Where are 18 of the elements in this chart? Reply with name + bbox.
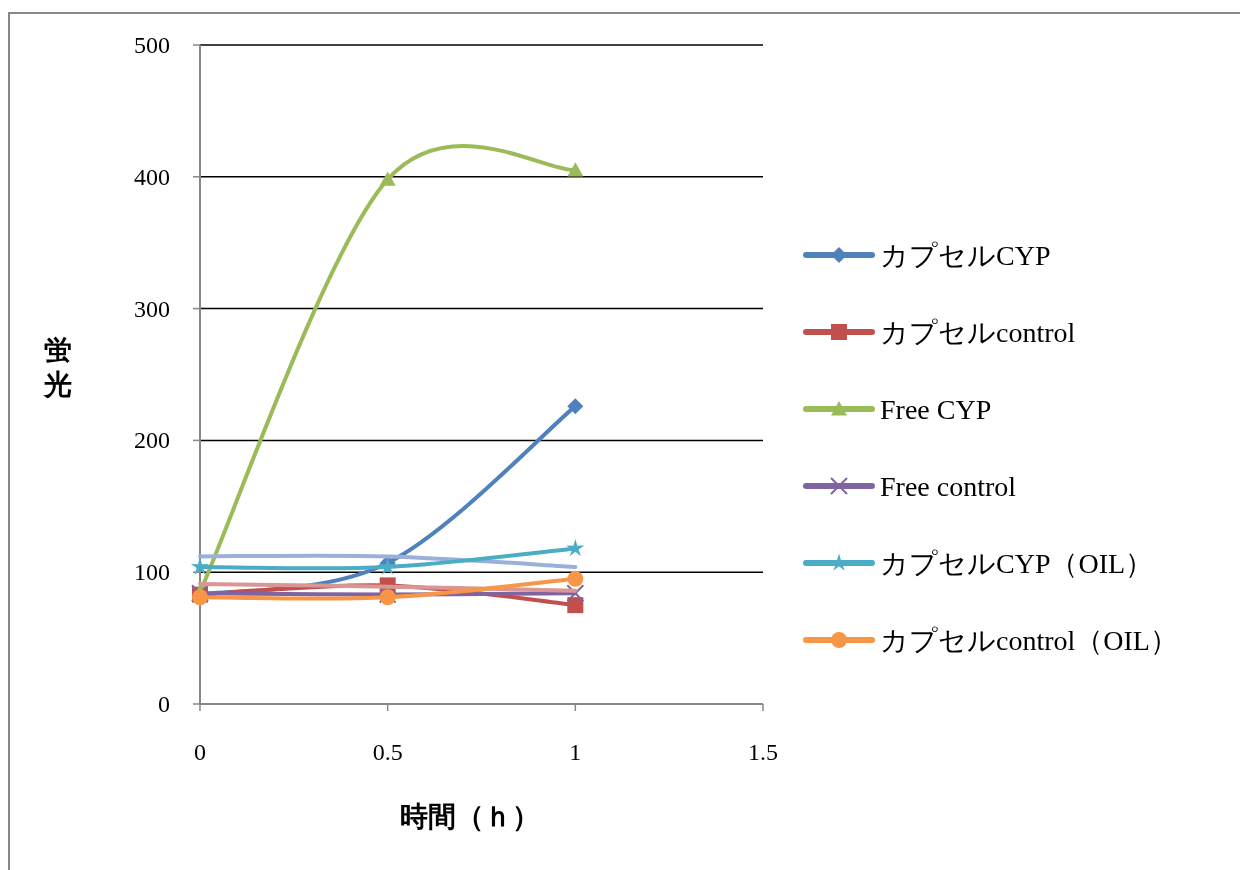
legend-label: Free CYP bbox=[880, 394, 992, 425]
legend-label: カプセルcontrol（OIL） bbox=[880, 625, 1178, 656]
y-axis-title: 蛍光 bbox=[42, 335, 72, 400]
legend-label: カプセルCYP（OIL） bbox=[880, 548, 1154, 579]
x-tick-label: 1.5 bbox=[748, 739, 778, 765]
x-tick-label: 1 bbox=[569, 739, 582, 765]
x-tick-label: 0 bbox=[194, 739, 206, 765]
y-tick-label: 200 bbox=[134, 427, 170, 454]
legend-label: カプセルCYP bbox=[880, 240, 1051, 271]
y-tick-label: 300 bbox=[134, 295, 170, 322]
x-tick-label: 0.5 bbox=[372, 739, 403, 765]
y-tick-label: 100 bbox=[134, 559, 170, 586]
legend-label: Free control bbox=[880, 471, 1017, 502]
y-tick-label: 0 bbox=[158, 691, 170, 717]
x-axis-title: 時間（ｈ） bbox=[400, 801, 540, 832]
legend-label: カプセルcontrol bbox=[880, 317, 1076, 348]
y-tick-label: 500 bbox=[134, 32, 170, 58]
y-tick-label: 400 bbox=[134, 163, 170, 190]
